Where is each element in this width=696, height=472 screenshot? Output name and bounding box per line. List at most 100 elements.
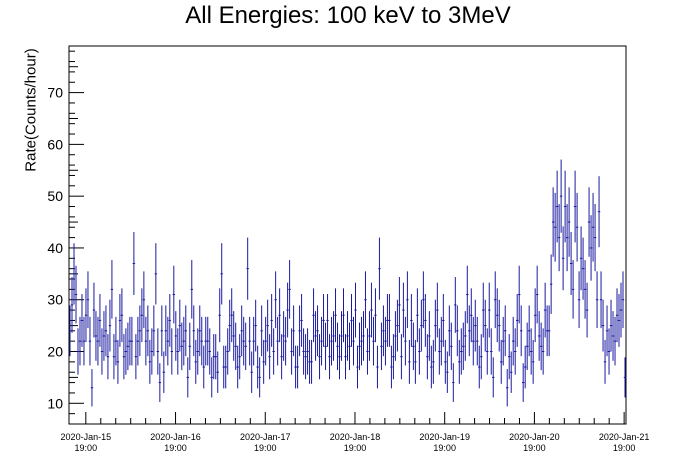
data-point bbox=[92, 282, 96, 338]
data-point bbox=[94, 311, 98, 361]
data-point bbox=[504, 305, 507, 357]
data-point bbox=[310, 339, 313, 384]
data-point bbox=[292, 305, 295, 357]
data-point bbox=[601, 299, 605, 352]
data-point bbox=[494, 271, 497, 329]
data-point bbox=[484, 299, 487, 352]
data-point bbox=[360, 316, 363, 366]
y-tick-label: 20 bbox=[47, 344, 63, 360]
data-point bbox=[388, 294, 391, 347]
data-point bbox=[589, 215, 593, 281]
data-point bbox=[376, 345, 379, 389]
data-point bbox=[382, 305, 385, 357]
data-point bbox=[466, 265, 469, 324]
data-point bbox=[372, 316, 375, 366]
data-point bbox=[490, 328, 493, 375]
data-point bbox=[420, 299, 423, 352]
y-tick-label: 70 bbox=[47, 85, 63, 101]
y-tick-label: 10 bbox=[47, 395, 63, 411]
data-point bbox=[232, 311, 235, 361]
data-point bbox=[98, 294, 102, 347]
data-point bbox=[364, 271, 367, 329]
x-tick-time: 19:00 bbox=[433, 443, 456, 453]
data-point bbox=[581, 237, 585, 300]
data-point bbox=[206, 316, 209, 366]
data-point bbox=[599, 271, 603, 329]
data-point bbox=[553, 192, 557, 262]
data-point bbox=[603, 339, 607, 384]
data-point bbox=[430, 345, 433, 389]
data-point bbox=[513, 328, 517, 375]
data-point bbox=[352, 316, 355, 366]
data-point bbox=[208, 328, 211, 375]
data-point bbox=[218, 288, 221, 343]
data-point bbox=[168, 294, 172, 347]
data-point bbox=[274, 271, 277, 329]
data-point bbox=[354, 282, 357, 338]
data-point bbox=[422, 271, 425, 329]
plot-frame bbox=[68, 45, 627, 425]
data-point bbox=[402, 282, 405, 338]
x-tick-date: 2020-Jan-20 bbox=[509, 432, 560, 442]
data-point bbox=[464, 311, 467, 361]
data-point bbox=[517, 265, 521, 324]
data-point bbox=[458, 339, 461, 384]
data-point bbox=[266, 299, 269, 352]
data-point bbox=[446, 351, 449, 393]
data-point bbox=[510, 351, 513, 393]
data-point bbox=[224, 345, 227, 389]
data-point bbox=[384, 316, 387, 366]
data-point bbox=[533, 288, 537, 343]
data-point bbox=[621, 271, 625, 329]
data-point bbox=[312, 288, 315, 343]
data-point bbox=[605, 305, 609, 357]
data-point bbox=[82, 316, 86, 366]
data-point bbox=[406, 271, 409, 329]
data-point bbox=[316, 305, 319, 357]
data-point bbox=[260, 305, 263, 357]
data-point bbox=[336, 322, 339, 371]
data-point bbox=[160, 305, 164, 357]
data-point bbox=[611, 311, 615, 361]
data-point bbox=[563, 170, 567, 243]
data-point bbox=[597, 176, 601, 248]
data-point bbox=[306, 328, 309, 375]
x-tick-date: 2020-Jan-16 bbox=[150, 432, 201, 442]
y-axis: 10 20 30 40 50 60 70 bbox=[47, 50, 84, 425]
data-point bbox=[268, 334, 271, 380]
data-point bbox=[438, 328, 441, 375]
data-point bbox=[541, 328, 545, 375]
data-point bbox=[170, 328, 174, 375]
data-point bbox=[496, 288, 499, 343]
data-point bbox=[330, 316, 333, 366]
data-point bbox=[256, 345, 259, 389]
data-point bbox=[398, 277, 401, 333]
data-point bbox=[396, 299, 399, 352]
data-point bbox=[442, 294, 445, 347]
data-point bbox=[370, 282, 373, 338]
data-point bbox=[527, 305, 531, 357]
data-point bbox=[146, 305, 150, 357]
data-point bbox=[246, 237, 249, 300]
data-point bbox=[126, 322, 130, 371]
x-tick-date: 2020-Jan-15 bbox=[61, 432, 112, 442]
data-point bbox=[334, 288, 337, 343]
data-point bbox=[392, 334, 395, 380]
data-point bbox=[214, 334, 217, 380]
x-tick-time: 19:00 bbox=[254, 443, 277, 453]
data-point bbox=[78, 316, 82, 366]
data-point bbox=[248, 316, 251, 366]
data-point bbox=[559, 159, 563, 233]
data-point bbox=[234, 322, 237, 371]
data-point bbox=[537, 311, 541, 361]
data-point bbox=[158, 363, 162, 402]
data-point bbox=[282, 311, 285, 361]
data-point bbox=[444, 339, 447, 384]
data-point bbox=[482, 282, 485, 338]
data-point bbox=[555, 170, 559, 243]
data-point bbox=[338, 334, 341, 380]
data-point bbox=[472, 316, 475, 366]
data-point bbox=[240, 305, 243, 357]
data-point bbox=[152, 305, 156, 357]
data-point bbox=[424, 294, 427, 347]
